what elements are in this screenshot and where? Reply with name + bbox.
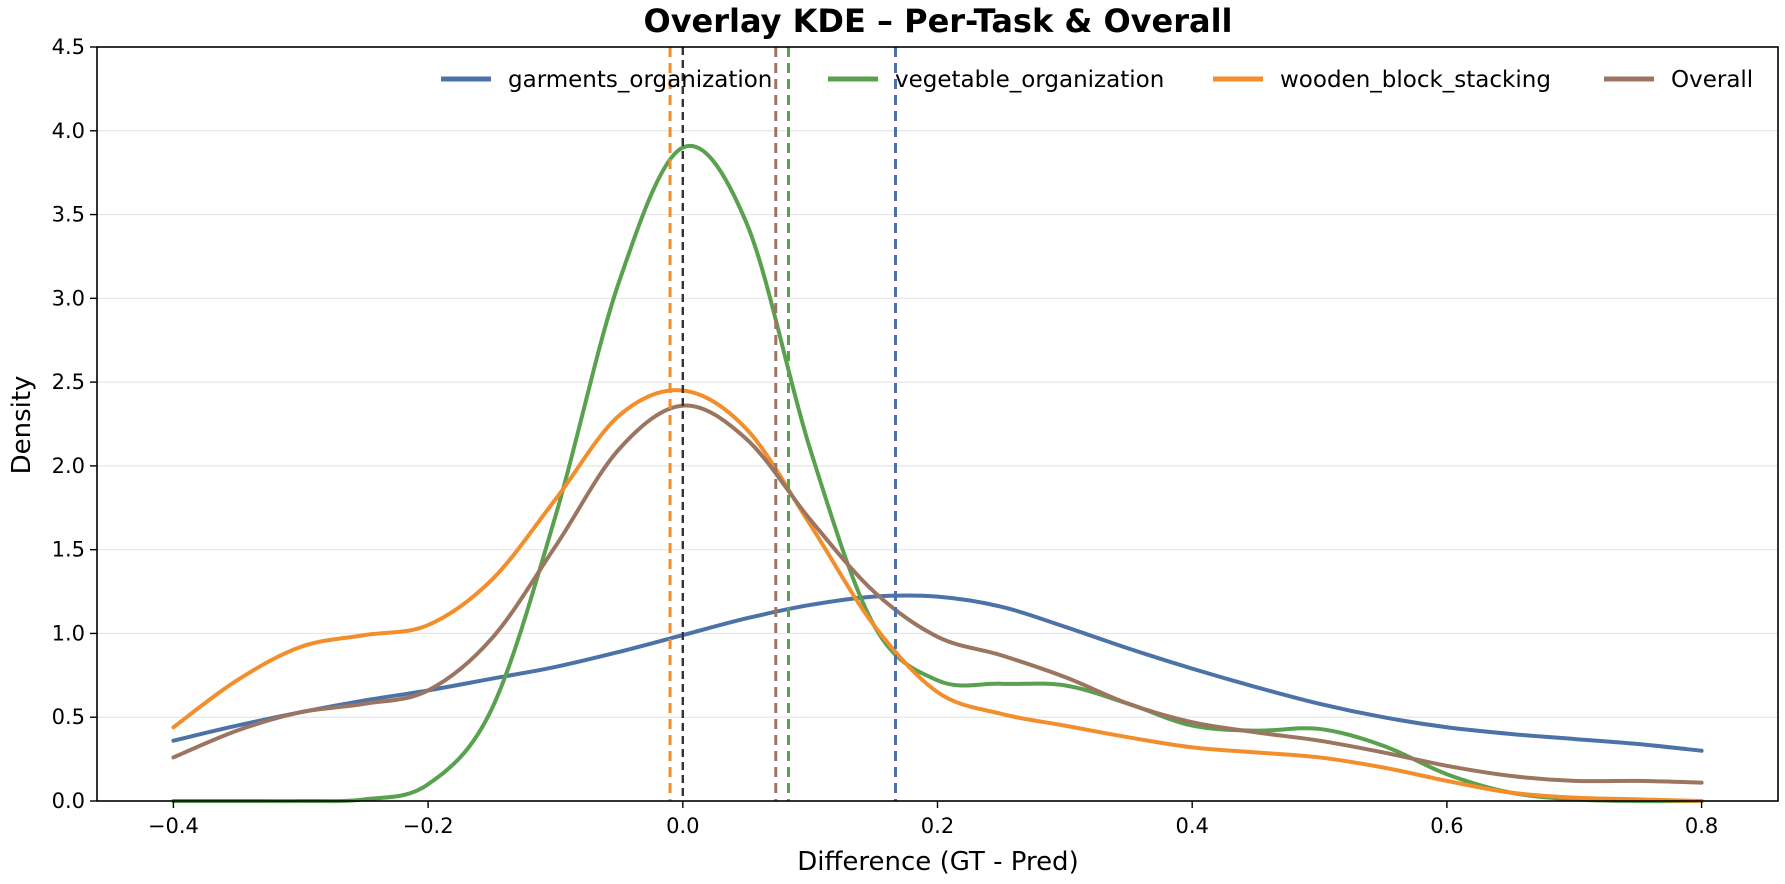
x-tick-label: −0.2 — [403, 814, 454, 838]
legend-label: vegetable_organization — [895, 67, 1164, 93]
x-tick-label: 0.4 — [1175, 814, 1208, 838]
legend-label: garments_organization — [508, 67, 772, 93]
x-axis-label: Difference (GT - Pred) — [797, 847, 1078, 877]
y-tick-label: 1.0 — [52, 621, 85, 645]
x-tick-label: 0.8 — [1685, 814, 1718, 838]
x-tick-label: 0.2 — [921, 814, 954, 838]
y-tick-label: 1.5 — [52, 538, 85, 562]
x-ticks: −0.4 −0.2 0.0 0.2 0.4 0.6 0.8 — [148, 801, 1718, 838]
y-axis-label: Density — [7, 376, 37, 475]
mean-lines-layer — [668, 47, 897, 801]
series-line-wooden-block-stacking — [171, 388, 1704, 803]
legend-item-overall: Overall — [1604, 67, 1753, 93]
legend: garments_organization vegetable_organizat… — [441, 67, 1753, 93]
plot-layer — [171, 143, 1704, 804]
y-tick-label: 4.5 — [52, 35, 85, 59]
x-tick-label: −0.4 — [148, 814, 199, 838]
x-tick-label: 0.6 — [1430, 814, 1463, 838]
legend-item-wooden-block-stacking: wooden_block_stacking — [1213, 67, 1551, 93]
x-tick-label: 0.0 — [666, 814, 699, 838]
y-tick-label: 4.0 — [52, 119, 85, 143]
chart-title: Overlay KDE – Per-Task & Overall — [643, 2, 1232, 40]
series-line-overall — [171, 403, 1704, 785]
y-tick-label: 0.5 — [52, 705, 85, 729]
legend-label: wooden_block_stacking — [1280, 67, 1551, 93]
legend-item-vegetable-organization: vegetable_organization — [828, 67, 1164, 93]
y-tick-label: 2.0 — [52, 454, 85, 478]
y-ticks: 0.0 0.5 1.0 1.5 2.0 2.5 3.0 3.5 4.0 4.5 — [52, 35, 97, 813]
y-tick-label: 3.5 — [52, 203, 85, 227]
y-tick-label: 0.0 — [52, 789, 85, 813]
legend-item-garments-organization: garments_organization — [441, 67, 772, 93]
y-tick-label: 3.0 — [52, 286, 85, 310]
y-tick-label: 2.5 — [52, 370, 85, 394]
legend-label: Overall — [1671, 67, 1753, 93]
